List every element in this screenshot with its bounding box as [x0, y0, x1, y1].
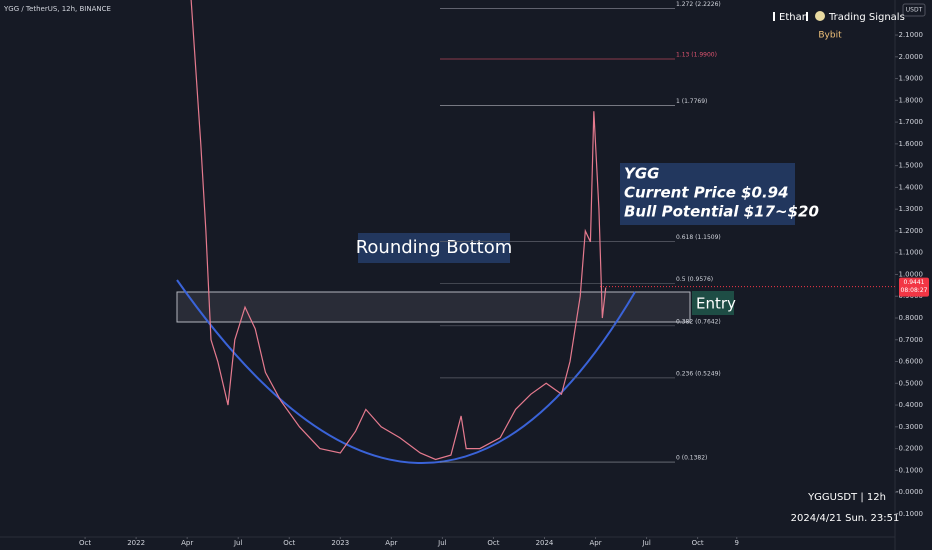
y-tick-label: 1.2000: [899, 227, 924, 235]
x-tick-label: Jul: [437, 539, 447, 547]
x-tick-label: Apr: [181, 539, 193, 547]
price-line: [190, 0, 607, 461]
y-tick-label: 0.1000: [899, 466, 924, 474]
entry-label-box: [692, 291, 734, 315]
entry-label: Entry: [696, 295, 736, 313]
x-tick-label: Jul: [641, 539, 651, 547]
author: Ethan: [779, 12, 808, 23]
y-tick-label: -0.0000: [896, 488, 923, 496]
y-tick-label: 0.6000: [899, 358, 924, 366]
y-tick-label: 0.3000: [899, 423, 924, 431]
y-tick-label: 1.3000: [899, 205, 924, 213]
y-tick-label: 1.8000: [899, 96, 924, 104]
y-tick-label: 0.4000: [899, 401, 924, 409]
y-tick-label: 2.1000: [899, 31, 924, 39]
y-tick-label: 0.5000: [899, 379, 924, 387]
chart-title: YGG / TetherUS, 12h, BINANCE: [3, 5, 111, 13]
y-tick-label: 1.7000: [899, 118, 924, 126]
footer-symbol: YGGUSDT | 12h: [807, 492, 886, 503]
note-line: Bull Potential $17~$20: [624, 203, 819, 221]
exchange: Bybit: [818, 31, 842, 41]
coin-icon: [815, 11, 825, 21]
y-tick-label: 1.0000: [899, 270, 924, 278]
pattern-label: Rounding Bottom: [356, 237, 513, 258]
y-tick-label: 2.0000: [899, 53, 924, 61]
last-price-tag: [899, 277, 929, 297]
y-tick-label: -0.1000: [896, 510, 923, 518]
entry-zone: [176, 291, 691, 323]
note-box: [620, 163, 795, 225]
pattern-label-box: [358, 233, 510, 263]
x-tick-label: 2023: [331, 539, 349, 547]
x-tick-label: Apr: [589, 539, 601, 547]
x-tick-label: 2022: [127, 539, 145, 547]
fib-label: 0.618 (1.1509): [676, 234, 721, 241]
fib-label: 0.5 (0.9576): [676, 276, 713, 283]
x-tick-label: Apr: [385, 539, 397, 547]
y-tick-label: 0.2000: [899, 445, 924, 453]
x-tick-label: Oct: [487, 539, 499, 547]
fib-label: 1 (1.7769): [676, 98, 707, 105]
fib-label: 1.13 (1.9900): [676, 51, 717, 58]
y-tick-label: 1.1000: [899, 249, 924, 257]
y-tick-label: 0.7000: [899, 336, 924, 344]
x-tick-label: Oct: [283, 539, 295, 547]
x-tick-label: Oct: [692, 539, 704, 547]
countdown: 08:08:27: [901, 287, 928, 294]
footer-timestamp: 2024/4/21 Sun. 23:51: [791, 513, 900, 524]
y-tick-label: 1.9000: [899, 75, 924, 83]
x-tick-label: Jul: [233, 539, 243, 547]
last-price-label: 0.9441: [904, 279, 925, 286]
note-line: Current Price $0.94: [624, 184, 789, 202]
rounding-curve: [176, 279, 636, 464]
y-tick-label: 1.4000: [899, 183, 924, 191]
y-tick-label: 0.8000: [899, 314, 924, 322]
fib-label: 0.382 (0.7642): [676, 318, 721, 325]
bar-icon: [806, 12, 808, 21]
x-tick-label: 9: [735, 539, 739, 547]
fib-label: 0.236 (0.5249): [676, 370, 721, 377]
bar-icon: [773, 12, 775, 21]
x-tick-label: Oct: [79, 539, 91, 547]
x-tick-label: 2024: [536, 539, 554, 547]
fib-label: 0 (0.1382): [676, 455, 707, 462]
currency-box: [902, 3, 926, 17]
currency: USDT: [906, 7, 923, 14]
y-tick-label: 1.5000: [899, 162, 924, 170]
y-tick-label: 1.6000: [899, 140, 924, 148]
note-line: YGG: [624, 165, 660, 183]
brand: Trading Signals: [828, 12, 905, 23]
fib-label: 1.272 (2.2226): [676, 1, 721, 8]
